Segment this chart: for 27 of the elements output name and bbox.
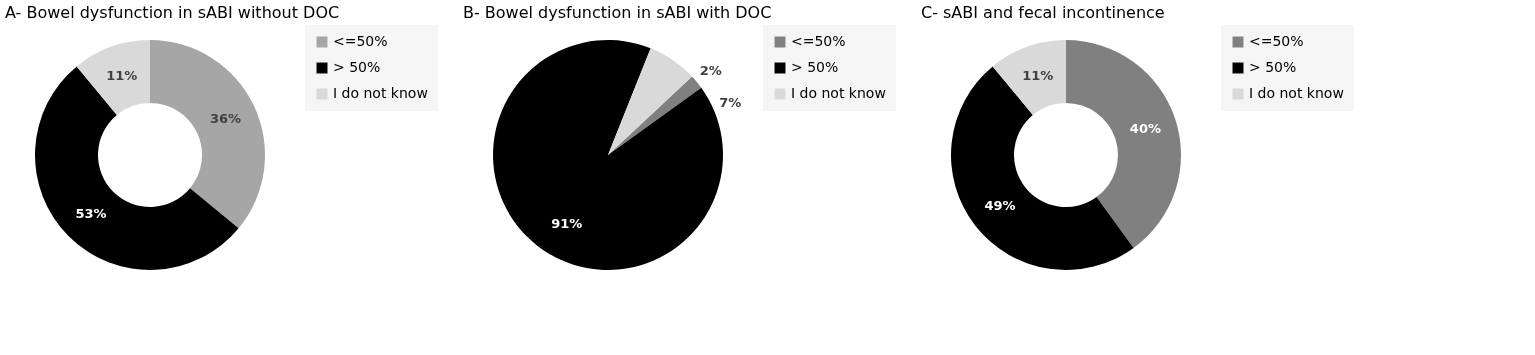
data-label: 40%	[1129, 121, 1161, 137]
legend-label: > 50%	[333, 59, 381, 75]
data-label: 91%	[551, 216, 583, 232]
data-label: 11%	[106, 68, 138, 84]
data-label: 7%	[719, 94, 742, 110]
legend-label: <=50%	[333, 33, 388, 49]
chart-title: A- Bowel dysfunction in sABI without DOC	[5, 3, 340, 22]
data-label: 49%	[984, 198, 1016, 214]
data-label: 2%	[699, 62, 722, 78]
donut-slice	[76, 40, 150, 115]
legend-label: <=50%	[1249, 33, 1304, 49]
data-label: 36%	[209, 111, 242, 127]
donut-slice	[35, 66, 239, 270]
donut-slice	[150, 40, 265, 229]
donut-slice	[992, 40, 1066, 115]
legend-label: <=50%	[791, 33, 846, 49]
pie-slice	[608, 48, 693, 155]
legend-label: I do not know	[791, 85, 886, 101]
chart-title: C- sABI and fecal incontinence	[921, 3, 1165, 22]
chart-title: B- Bowel dysfunction in sABI with DOC	[463, 3, 772, 22]
legend-label: > 50%	[1249, 59, 1297, 75]
data-label: 53%	[75, 206, 107, 222]
legend-label: > 50%	[791, 59, 839, 75]
data-label: 11%	[1022, 68, 1054, 84]
donut-slice	[1066, 40, 1181, 249]
legend-label: I do not know	[1249, 85, 1344, 101]
legend-label: I do not know	[333, 85, 428, 101]
